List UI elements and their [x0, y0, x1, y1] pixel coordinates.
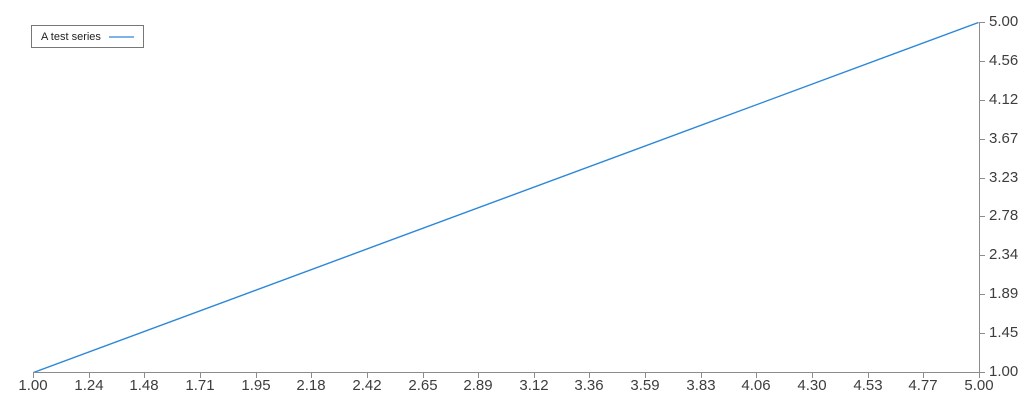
- y-tick-mark: [980, 333, 985, 334]
- x-tick-label: 1.95: [241, 377, 271, 394]
- legend-label: A test series: [41, 30, 101, 43]
- y-tick-label: 3.23: [989, 169, 1019, 186]
- y-axis-line: [979, 22, 980, 373]
- x-tick-mark: [589, 373, 590, 378]
- y-tick-mark: [980, 255, 985, 256]
- x-tick-label: 1.24: [74, 377, 104, 394]
- x-tick-label: 2.89: [463, 377, 493, 394]
- x-tick-mark: [923, 373, 924, 378]
- x-tick-mark: [868, 373, 869, 378]
- x-tick-mark: [645, 373, 646, 378]
- y-tick-mark: [980, 178, 985, 179]
- x-tick-label: 3.36: [574, 377, 604, 394]
- x-tick-mark: [812, 373, 813, 378]
- y-tick-label: 4.56: [989, 52, 1019, 69]
- x-tick-label: 4.06: [741, 377, 771, 394]
- x-tick-label: 5.00: [964, 377, 994, 394]
- x-tick-label: 1.71: [185, 377, 215, 394]
- x-tick-mark: [423, 373, 424, 378]
- x-tick-mark: [534, 373, 535, 378]
- x-tick-label: 3.59: [630, 377, 660, 394]
- y-tick-mark: [980, 294, 985, 295]
- x-tick-label: 3.83: [686, 377, 716, 394]
- y-tick-mark: [980, 216, 985, 217]
- legend-line-swatch-icon: [108, 35, 134, 38]
- series-line-svg: [33, 22, 979, 373]
- y-tick-mark: [980, 139, 985, 140]
- x-tick-label: 4.77: [908, 377, 938, 394]
- y-tick-mark: [980, 100, 985, 101]
- y-tick-label: 2.78: [989, 207, 1019, 224]
- x-axis-line: [33, 372, 980, 373]
- y-tick-mark: [980, 22, 985, 23]
- x-tick-label: 1.00: [18, 377, 48, 394]
- x-tick-label: 2.42: [352, 377, 382, 394]
- x-tick-label: 2.18: [296, 377, 326, 394]
- x-tick-mark: [33, 373, 34, 378]
- x-tick-mark: [478, 373, 479, 378]
- y-tick-label: 4.12: [989, 91, 1019, 108]
- y-tick-label: 3.67: [989, 130, 1019, 147]
- series-line: [33, 22, 979, 373]
- y-tick-label: 1.00: [989, 363, 1019, 380]
- y-tick-label: 5.00: [989, 13, 1019, 30]
- x-tick-mark: [979, 373, 980, 378]
- y-tick-label: 1.89: [989, 285, 1019, 302]
- x-tick-mark: [701, 373, 702, 378]
- y-tick-mark: [980, 372, 985, 373]
- x-tick-mark: [367, 373, 368, 378]
- plot-area: [33, 22, 979, 373]
- x-tick-mark: [144, 373, 145, 378]
- y-tick-mark: [980, 61, 985, 62]
- legend-item[interactable]: A test series: [31, 25, 144, 48]
- x-tick-label: 3.12: [519, 377, 549, 394]
- x-tick-label: 2.65: [408, 377, 438, 394]
- x-tick-label: 4.30: [797, 377, 827, 394]
- y-tick-label: 1.45: [989, 324, 1019, 341]
- x-tick-mark: [756, 373, 757, 378]
- x-tick-mark: [89, 373, 90, 378]
- x-tick-mark: [256, 373, 257, 378]
- y-tick-label: 2.34: [989, 246, 1019, 263]
- x-tick-mark: [311, 373, 312, 378]
- x-tick-mark: [200, 373, 201, 378]
- x-tick-label: 1.48: [129, 377, 159, 394]
- x-tick-label: 4.53: [853, 377, 883, 394]
